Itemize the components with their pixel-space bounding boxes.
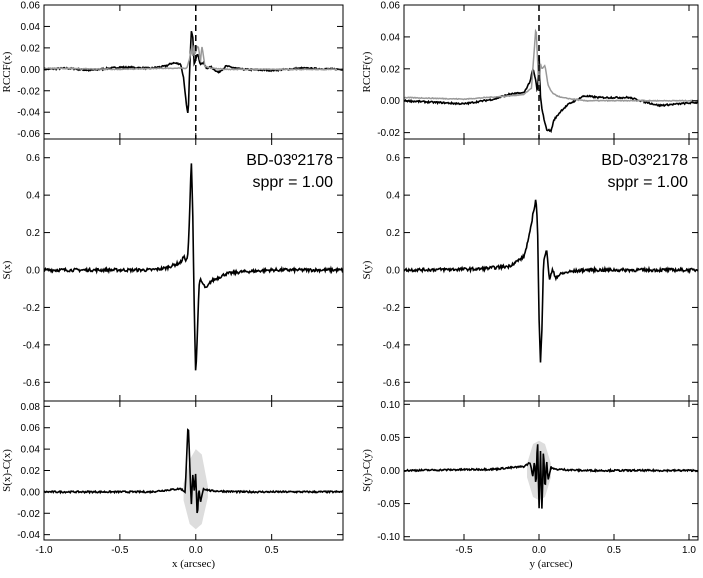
y-tick-label: -0.6 [383,378,401,389]
s_x-panel: -0.6 -0.4 -0.2 0.0 0.2 0.4 0.6 S(x) BD-03º2178 sp… [1,138,344,402]
y-tick-label: 0.2 [386,228,400,239]
y-tick-label: 0.08 [21,402,41,413]
y-tick-label: -0.04 [17,108,40,119]
y-tick-label: -0.2 [383,303,401,314]
s_y-panel: -0.6 -0.4 -0.2 0.0 0.2 0.4 0.6 S(y) BD-03º2178 sp… [361,138,699,402]
series-line-1 [404,55,698,134]
y-axis-label: S(x) [1,260,13,279]
y-tick-label: 0.10 [381,400,401,411]
x-tick-label: 0.5 [607,545,621,556]
y-tick-label: 0.4 [386,191,400,202]
x-tick-label: -1.0 [35,545,53,556]
y-tick-label: 0.00 [381,466,401,477]
series-line-1 [404,444,698,509]
y-tick-label: 0.06 [21,423,41,434]
s_minus_c_x-plot-area [44,428,343,530]
annotation-star-name: BD-03º2178 [601,152,688,169]
y-tick-label: 0.04 [21,22,41,33]
y-tick-label: 0.0 [386,266,400,277]
rccf_x-panel: -0.06 -0.04 -0.02 0.00 0.02 0.04 0.06 RCCF(x) [1,1,344,140]
y-tick-label: -0.05 [377,499,400,510]
y-tick-label: -0.06 [17,129,40,140]
s_minus_c_y-plot-area [404,440,698,509]
s_x-plot-area [44,163,343,371]
x-tick-label: -0.5 [111,545,129,556]
series-line-2 [44,45,343,71]
y-tick-label: -0.4 [23,340,41,351]
y-tick-label: 0.06 [381,1,401,12]
y-tick-label: 0.02 [21,43,41,54]
series-line-2 [404,28,698,103]
y-tick-label: 0.06 [21,1,41,12]
y-axis-label: RCCF(y) [361,51,373,92]
y-tick-label: -0.02 [377,128,400,139]
x-tick-label: 0.0 [189,545,203,556]
y-tick-label: -0.02 [17,86,40,97]
series-line-1 [44,163,343,371]
y-tick-label: -0.02 [17,509,40,520]
y-tick-label: 0.00 [21,65,41,76]
rccf_x-plot-area [44,31,343,114]
x-tick-label: 0.0 [532,545,546,556]
y-tick-label: 0.6 [386,153,400,164]
y-tick-label: 0.05 [381,433,401,444]
y-tick-label: 0.02 [381,64,401,75]
y-tick-label: 0.00 [381,96,401,107]
y-tick-label: 0.04 [381,32,401,43]
rccf_y-panel: -0.02 0.00 0.02 0.04 0.06 RCCF(y) [361,1,699,140]
x-axis-label: x (arcsec) [172,558,215,570]
y-axis-label: S(x)-C(x) [1,449,13,492]
series-line-1 [404,199,698,363]
y-tick-label: -0.10 [377,532,400,543]
x-axis-label: y (arcsec) [529,558,572,570]
y-tick-label: 0.00 [21,487,41,498]
y-tick-label: -0.04 [17,530,40,541]
y-tick-label: -0.2 [23,303,41,314]
y-axis-label: RCCF(x) [1,51,13,92]
y-tick-label: 0.0 [26,266,40,277]
x-tick-label: -0.5 [455,545,473,556]
y-tick-label: 0.4 [26,191,40,202]
series-line-1 [44,428,343,514]
x-tick-label: 1.0 [682,545,696,556]
y-tick-label: 0.02 [21,466,41,477]
y-tick-label: -0.4 [383,340,401,351]
y-tick-label: 0.2 [26,228,40,239]
s_y-plot-area [404,199,698,363]
y-tick-label: 0.6 [26,153,40,164]
y-tick-label: 0.04 [21,445,41,456]
s_minus_c_y-panel: -0.10 -0.05 0.00 0.05 0.10 -0.5 0.0 0.5 1.0 S(y)-… [361,400,699,570]
y-tick-label: -0.6 [23,378,41,389]
s_minus_c_x-panel: -0.04 -0.02 0.00 0.02 0.04 0.06 0.08 -1.0 -0.5 0.… [1,400,344,570]
annotation-sppr: sppr = 1.00 [253,174,334,191]
y-axis-label: S(y)-C(y) [361,449,373,492]
annotation-star-name: BD-03º2178 [246,152,333,169]
rccf_y-plot-area [404,28,698,134]
x-tick-label: 0.5 [265,545,279,556]
y-axis-label: S(y) [361,260,373,279]
annotation-sppr: sppr = 1.00 [608,174,689,191]
